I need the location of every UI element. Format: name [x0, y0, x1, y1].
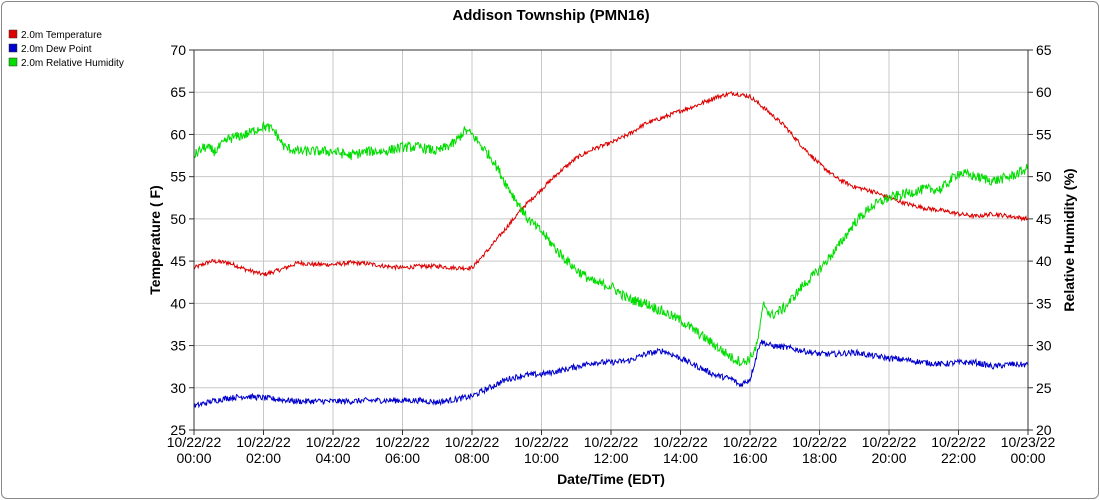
right-tick-label: 60: [1036, 84, 1052, 100]
x-tick-date: 10/22/22: [723, 434, 778, 450]
left-tick-label: 45: [170, 253, 186, 269]
x-tick-date: 10/22/22: [931, 434, 986, 450]
x-tick-date: 10/22/22: [375, 434, 430, 450]
x-tick-date: 10/22/22: [445, 434, 500, 450]
left-tick-label: 55: [170, 169, 186, 185]
legend-label: 2.0m Dew Point: [21, 44, 92, 55]
x-tick-date: 10/22/22: [167, 434, 222, 450]
x-tick-time: 20:00: [871, 450, 906, 466]
right-tick-label: 30: [1036, 338, 1052, 354]
left-axis-ticks: 25 30 35 40 45 50 55 60 65 70: [170, 42, 194, 438]
x-tick-date: 10/22/22: [584, 434, 639, 450]
x-tick-time: 04:00: [315, 450, 350, 466]
x-tick-date: 10/23/22: [1001, 434, 1056, 450]
right-tick-label: 35: [1036, 295, 1052, 311]
y-axis-left-label: Temperature ( F): [147, 185, 163, 294]
right-tick-label: 25: [1036, 380, 1052, 396]
x-tick-date: 10/22/22: [862, 434, 917, 450]
x-tick-time: 18:00: [802, 450, 837, 466]
x-tick-date: 10/22/22: [792, 434, 847, 450]
x-tick-time: 22:00: [941, 450, 976, 466]
right-tick-label: 55: [1036, 126, 1052, 142]
x-tick-date: 10/22/22: [236, 434, 291, 450]
right-tick-label: 50: [1036, 169, 1052, 185]
x-tick-time: 16:00: [732, 450, 767, 466]
x-tick-time: 02:00: [246, 450, 281, 466]
grid-lines: [193, 49, 1029, 431]
x-tick-time: 10:00: [524, 450, 559, 466]
chart-title: Addison Township (PMN16): [452, 7, 649, 24]
x-tick-date: 10/22/22: [514, 434, 569, 450]
x-tick-date: 10/22/22: [306, 434, 361, 450]
right-tick-label: 40: [1036, 253, 1052, 269]
left-tick-label: 50: [170, 211, 186, 227]
legend-swatch: [8, 43, 18, 53]
legend-label: 2.0m Relative Humidity: [21, 58, 124, 69]
x-tick-date: 10/22/22: [653, 434, 708, 450]
left-tick-label: 40: [170, 295, 186, 311]
y-axis-right-label: Relative Humidity (%): [1061, 168, 1077, 311]
left-tick-label: 70: [170, 42, 186, 58]
x-axis-ticks: 10/22/2200:0010/22/2202:0010/22/2204:001…: [167, 430, 1056, 466]
legend-swatch: [8, 57, 18, 67]
x-tick-time: 14:00: [663, 450, 698, 466]
left-tick-label: 35: [170, 338, 186, 354]
legend-swatch: [8, 29, 18, 39]
left-tick-label: 30: [170, 380, 186, 396]
x-tick-time: 00:00: [1010, 450, 1045, 466]
right-axis-ticks: 20 25 30 35 40 45 50 55 60 65: [1028, 42, 1052, 438]
right-tick-label: 45: [1036, 211, 1052, 227]
legend: 2.0m Temperature 2.0m Dew Point 2.0m Relat…: [8, 29, 124, 69]
x-tick-time: 00:00: [176, 450, 211, 466]
left-tick-label: 60: [170, 126, 186, 142]
series-line-2-0m-relative-humidity: [193, 121, 1029, 367]
x-tick-time: 08:00: [454, 450, 489, 466]
x-tick-time: 12:00: [593, 450, 628, 466]
x-tick-time: 06:00: [385, 450, 420, 466]
left-tick-label: 65: [170, 84, 186, 100]
right-tick-label: 20: [1036, 422, 1052, 438]
series-line-2-0m-dew-point: [193, 339, 1029, 409]
series-lines: [193, 90, 1029, 409]
x-axis-label: Date/Time (EDT): [557, 471, 665, 487]
left-tick-label: 25: [170, 422, 186, 438]
right-tick-label: 65: [1036, 42, 1052, 58]
legend-label: 2.0m Temperature: [21, 30, 102, 41]
